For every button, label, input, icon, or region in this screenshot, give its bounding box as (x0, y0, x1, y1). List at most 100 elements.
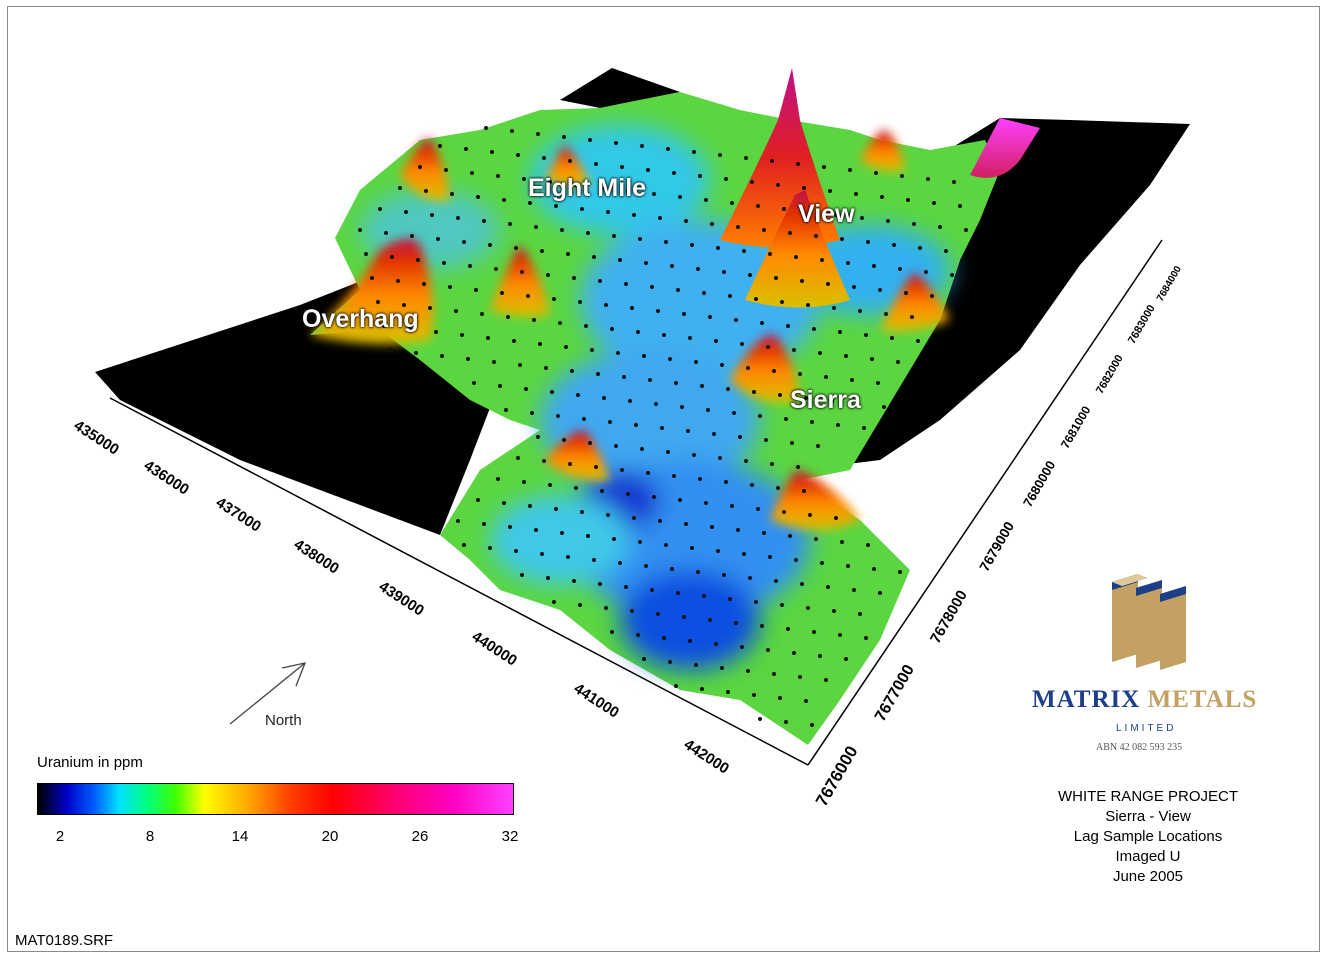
title-block: WHITE RANGE PROJECT Sierra - View Lag Sa… (1028, 787, 1268, 887)
sample-dot (774, 579, 778, 583)
sample-dot (950, 273, 954, 277)
sample-dot (708, 315, 712, 319)
sample-dot (716, 246, 720, 250)
sample-dot (860, 216, 864, 220)
sample-dot (538, 342, 542, 346)
sample-dot (548, 483, 552, 487)
sample-dot (546, 576, 550, 580)
sample-dot (718, 153, 722, 157)
sample-dot (724, 177, 728, 181)
sample-dot (906, 198, 910, 202)
sample-dot (422, 282, 426, 286)
project-title: WHITE RANGE PROJECT (1057, 788, 1238, 805)
sample-dot (530, 411, 534, 415)
sample-dot (856, 402, 860, 406)
peak-magenta (970, 118, 1040, 178)
sample-dot (606, 513, 610, 517)
sample-dot (562, 438, 566, 442)
sample-dot (674, 684, 678, 688)
peak-view (720, 68, 840, 248)
sample-dot (666, 450, 670, 454)
sample-dot (800, 279, 804, 283)
sample-dot (706, 408, 710, 412)
sample-dot (770, 462, 774, 466)
sample-dot (482, 522, 486, 526)
sample-dot (794, 255, 798, 259)
sample-dot (698, 477, 702, 481)
sample-dot (592, 558, 596, 562)
sample-dot (838, 633, 842, 637)
sample-dot (804, 699, 808, 703)
sample-dot (866, 543, 870, 547)
sample-dot (840, 540, 844, 544)
sample-dot (516, 153, 520, 157)
sample-dot (750, 483, 754, 487)
sample-dot (912, 222, 916, 226)
sample-dot (688, 639, 692, 643)
sample-dot (566, 252, 570, 256)
sample-dot (712, 432, 716, 436)
sample-dot (780, 300, 784, 304)
sample-dot (826, 282, 830, 286)
sample-dot (666, 147, 670, 151)
sample-dot (852, 285, 856, 289)
legend-tick: 26 (411, 828, 429, 845)
sample-dot (508, 222, 512, 226)
sample-dot (800, 582, 804, 586)
sample-dot (644, 261, 648, 265)
sample-dot (892, 243, 896, 247)
sample-dot (650, 285, 654, 289)
sample-dot (764, 438, 768, 442)
sample-dot (640, 447, 644, 451)
sample-dot (746, 669, 750, 673)
sample-dot (884, 312, 888, 316)
sample-dot (546, 273, 550, 277)
place-label-eight-mile: Eight Mile (528, 174, 647, 202)
sample-dot (918, 246, 922, 250)
sample-dot (702, 594, 706, 598)
place-label-view: View (798, 200, 855, 228)
sample-dot (944, 249, 948, 253)
sample-dot (488, 243, 492, 247)
sample-dot (542, 459, 546, 463)
sample-dot (618, 561, 622, 565)
sample-dot (474, 288, 478, 292)
sample-dot (588, 138, 592, 142)
sample-dot (716, 549, 720, 553)
sample-dot (630, 306, 634, 310)
sample-dot (720, 666, 724, 670)
sample-dot (548, 180, 552, 184)
sample-dot (646, 471, 650, 475)
sample-dot (728, 294, 732, 298)
sample-dot (672, 171, 676, 175)
sample-dot (778, 696, 782, 700)
sample-dot (650, 588, 654, 592)
sample-dot (658, 216, 662, 220)
sample-dot (676, 591, 680, 595)
sample-dot (480, 312, 484, 316)
sample-dot (794, 558, 798, 562)
sample-dot (734, 621, 738, 625)
sample-dot (370, 276, 374, 280)
sample-dot (580, 207, 584, 211)
sample-dot (408, 327, 412, 331)
sample-dot (396, 279, 400, 283)
sample-dot (664, 240, 668, 244)
sample-dot (470, 171, 474, 175)
sample-dot (668, 660, 672, 664)
sample-dot (466, 357, 470, 361)
sample-dot (646, 168, 650, 172)
sample-dot (504, 408, 508, 412)
sample-dot (634, 423, 638, 427)
sample-dot (438, 144, 442, 148)
sample-dot (624, 585, 628, 589)
sample-dot (696, 267, 700, 271)
sample-dot (472, 381, 476, 385)
sample-dot (900, 174, 904, 178)
sample-dot (416, 258, 420, 262)
sample-dot (614, 444, 618, 448)
sample-dot (522, 480, 526, 484)
sample-dot (506, 315, 510, 319)
sample-dot (882, 405, 886, 409)
sample-dot (456, 216, 460, 220)
